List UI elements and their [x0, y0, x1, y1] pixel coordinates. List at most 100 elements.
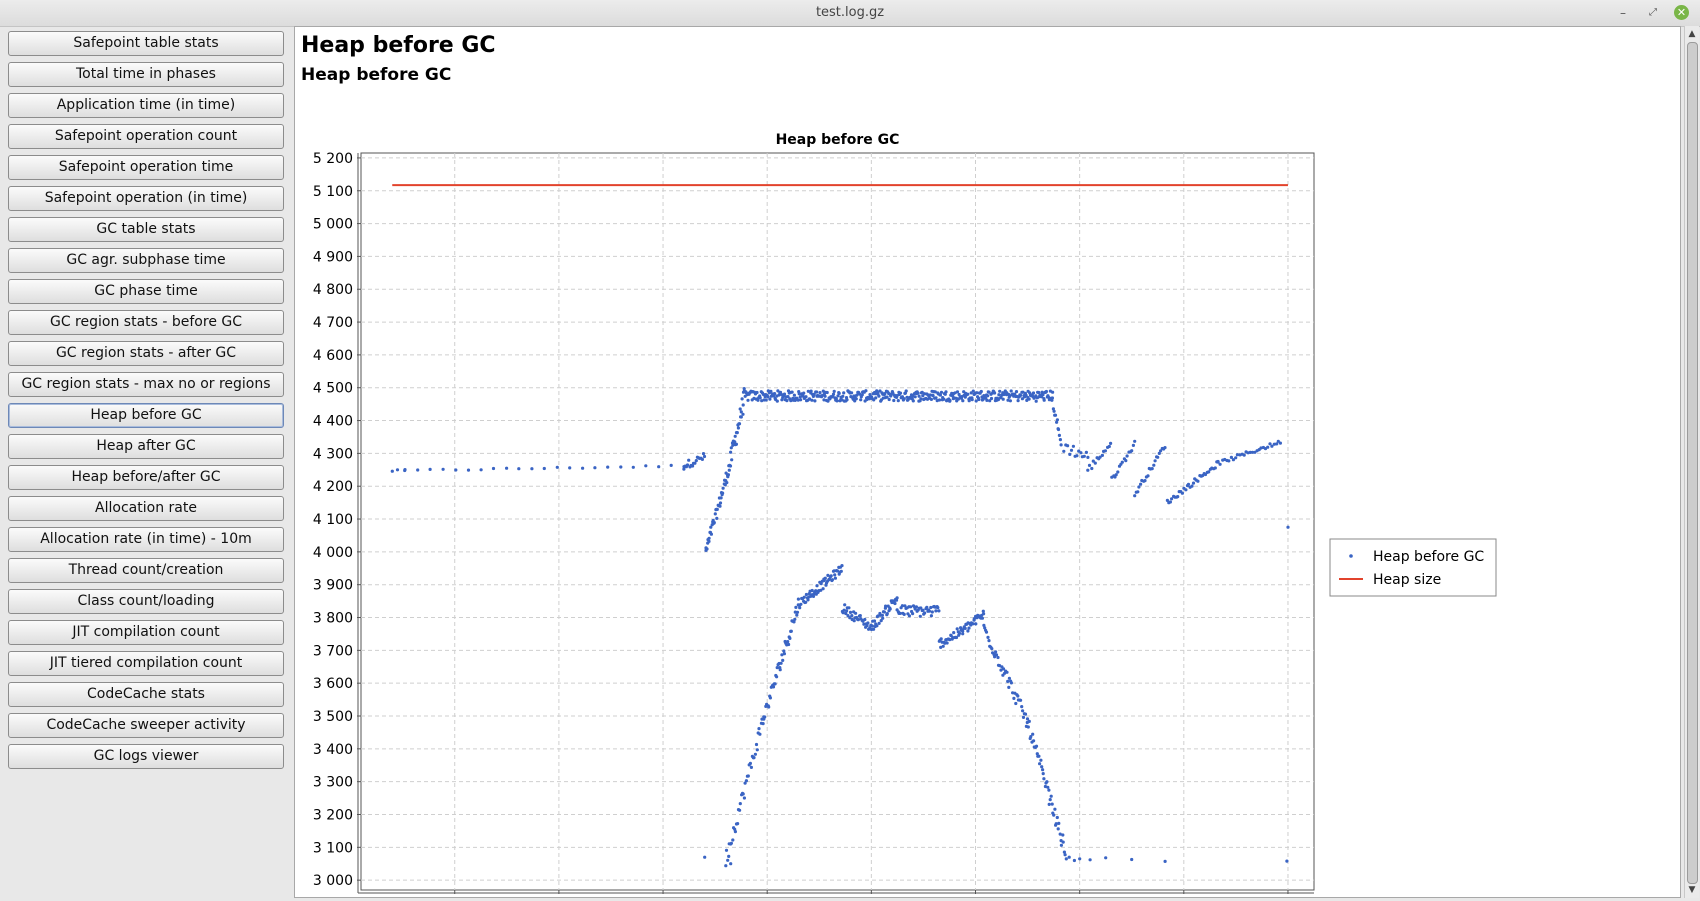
heap-before-gc-point — [1059, 438, 1062, 441]
heap-before-gc-point — [1184, 488, 1187, 491]
heap-before-gc-point — [1057, 428, 1060, 431]
heap-before-gc-point — [1070, 449, 1073, 452]
heap-before-gc-point — [1133, 440, 1136, 443]
sidebar-button-application-time-in-time[interactable]: Application time (in time) — [8, 93, 284, 118]
y-tick-label: 3 300 — [313, 775, 353, 791]
heap-before-gc-point — [881, 617, 884, 620]
heap-before-gc-point — [1015, 390, 1018, 393]
scroll-down-icon[interactable]: ▼ — [1685, 883, 1699, 897]
heap-before-gc-point — [687, 459, 690, 462]
sidebar-button-thread-count-creation[interactable]: Thread count/creation — [8, 558, 284, 583]
heap-before-gc-point — [530, 467, 533, 470]
heap-before-gc-point — [695, 459, 698, 462]
sidebar-button-heap-before-after-gc[interactable]: Heap before/after GC — [8, 465, 284, 490]
heap-before-gc-point — [779, 668, 782, 671]
sidebar-button-gc-table-stats[interactable]: GC table stats — [8, 217, 284, 242]
heap-before-gc-point — [1042, 772, 1045, 775]
window-titlebar: test.log.gz – ⤢ ✕ — [0, 0, 1700, 27]
heap-before-gc-point — [1192, 482, 1195, 485]
sidebar-button-codecache-sweeper-activity[interactable]: CodeCache sweeper activity — [8, 713, 284, 738]
sidebar-button-safepoint-operation-count[interactable]: Safepoint operation count — [8, 124, 284, 149]
scrollbar-thumb[interactable] — [1687, 42, 1698, 884]
sidebar-button-gc-phase-time[interactable]: GC phase time — [8, 279, 284, 304]
y-tick-label: 3 000 — [313, 873, 353, 889]
heap-before-gc-chart: Heap before GC3 0003 1003 2003 3003 4003… — [295, 99, 1675, 895]
heap-before-gc-point — [1009, 399, 1012, 402]
sidebar-button-class-count-loading[interactable]: Class count/loading — [8, 589, 284, 614]
heap-before-gc-point — [1047, 789, 1050, 792]
heap-before-gc-point — [826, 391, 829, 394]
heap-before-gc-point — [682, 468, 685, 471]
heap-before-gc-point — [1133, 494, 1136, 497]
heap-before-gc-point — [718, 505, 721, 508]
y-tick-label: 3 900 — [313, 578, 353, 594]
y-tick-label: 3 100 — [313, 840, 353, 856]
heap-before-gc-point — [746, 399, 749, 402]
sidebar-button-allocation-rate[interactable]: Allocation rate — [8, 496, 284, 521]
heap-before-gc-point — [1137, 485, 1140, 488]
heap-before-gc-point — [1101, 454, 1104, 457]
sidebar-button-jit-tiered-compilation-count[interactable]: JIT tiered compilation count — [8, 651, 284, 676]
heap-before-gc-point — [834, 577, 837, 580]
heap-before-gc-point — [795, 614, 798, 617]
heap-before-gc-point — [1109, 442, 1112, 445]
sidebar-button-safepoint-operation-time[interactable]: Safepoint operation time — [8, 155, 284, 180]
heap-before-gc-point — [787, 643, 790, 646]
heap-before-gc-point — [799, 603, 802, 606]
heap-before-gc-point — [467, 469, 470, 472]
heap-before-gc-point — [842, 391, 845, 394]
heap-before-gc-point — [768, 398, 771, 401]
heap-before-gc-point — [966, 629, 969, 632]
minimize-icon[interactable]: – — [1615, 5, 1631, 21]
sidebar-button-jit-compilation-count[interactable]: JIT compilation count — [8, 620, 284, 645]
sidebar-button-safepoint-table-stats[interactable]: Safepoint table stats — [8, 31, 284, 56]
heap-before-gc-point — [1086, 469, 1089, 472]
heap-before-gc-point — [863, 618, 866, 621]
heap-before-gc-point — [776, 400, 779, 403]
heap-before-gc-point — [916, 392, 919, 395]
sidebar-button-codecache-stats[interactable]: CodeCache stats — [8, 682, 284, 707]
heap-before-gc-point — [724, 864, 727, 867]
y-tick-label: 4 600 — [313, 348, 353, 364]
heap-before-gc-point — [833, 390, 836, 393]
vertical-scrollbar[interactable]: ▲ ▼ — [1684, 26, 1699, 898]
sidebar-button-gc-region-stats-after-gc[interactable]: GC region stats - after GC — [8, 341, 284, 366]
sidebar-button-gc-logs-viewer[interactable]: GC logs viewer — [8, 744, 284, 769]
sidebar-button-gc-region-stats-max-no-or-regions[interactable]: GC region stats - max no or regions — [8, 372, 284, 397]
heap-before-gc-point — [883, 610, 886, 613]
heap-before-gc-point — [942, 398, 945, 401]
heap-before-gc-point — [728, 469, 731, 472]
scroll-up-icon[interactable]: ▲ — [1685, 27, 1699, 41]
sidebar-button-safepoint-operation-in-time[interactable]: Safepoint operation (in time) — [8, 186, 284, 211]
heap-before-gc-point — [759, 396, 762, 399]
heap-before-gc-point — [1035, 400, 1038, 403]
heap-before-gc-point — [961, 630, 964, 633]
heap-before-gc-point — [786, 640, 789, 643]
heap-before-gc-point — [1181, 492, 1184, 495]
sidebar-button-heap-after-gc[interactable]: Heap after GC — [8, 434, 284, 459]
heap-before-gc-point — [996, 656, 999, 659]
heap-before-gc-point — [914, 395, 917, 398]
sidebar-button-gc-agr-subphase-time[interactable]: GC agr. subphase time — [8, 248, 284, 273]
heap-before-gc-point — [911, 612, 914, 615]
page-subtitle: Heap before GC — [301, 65, 451, 85]
heap-before-gc-point — [725, 481, 728, 484]
heap-before-gc-point — [840, 570, 843, 573]
close-icon[interactable]: ✕ — [1674, 5, 1689, 20]
heap-before-gc-point — [805, 593, 808, 596]
heap-before-gc-point — [1056, 418, 1059, 421]
sidebar-button-total-time-in-phases[interactable]: Total time in phases — [8, 62, 284, 87]
sidebar-button-heap-before-gc[interactable]: Heap before GC — [8, 403, 284, 428]
y-tick-label: 4 400 — [313, 414, 353, 430]
heap-before-gc-point — [1075, 454, 1078, 457]
heap-before-gc-point — [1083, 455, 1086, 458]
sidebar-button-allocation-rate-in-time-10m[interactable]: Allocation rate (in time) - 10m — [8, 527, 284, 552]
heap-before-gc-point — [961, 399, 964, 402]
heap-before-gc-point — [934, 396, 937, 399]
heap-before-gc-point — [886, 612, 889, 615]
maximize-icon[interactable]: ⤢ — [1645, 5, 1661, 21]
sidebar-button-gc-region-stats-before-gc[interactable]: GC region stats - before GC — [8, 310, 284, 335]
heap-before-gc-point — [1043, 399, 1046, 402]
heap-before-gc-point — [783, 652, 786, 655]
heap-before-gc-point — [986, 636, 989, 639]
